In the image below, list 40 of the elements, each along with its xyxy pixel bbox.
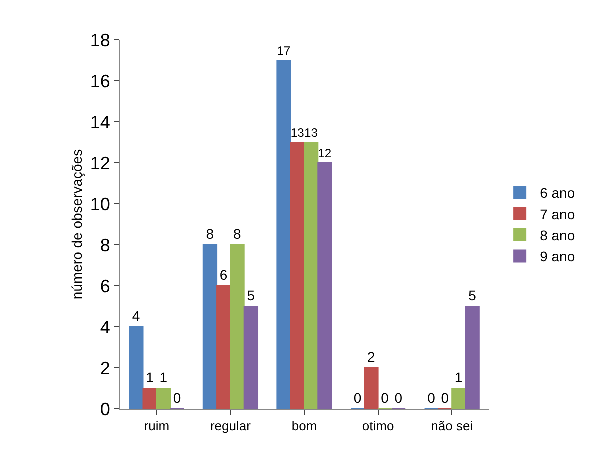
- data-label: 0: [428, 390, 436, 406]
- data-label: 8: [206, 226, 214, 242]
- data-label: 0: [354, 390, 362, 406]
- data-label: 17: [277, 44, 291, 58]
- data-label: 13: [290, 126, 305, 140]
- y-tick-label: 10: [90, 194, 110, 214]
- data-label: 0: [394, 390, 403, 406]
- x-tick-label: regular: [210, 418, 252, 434]
- data-label: 4: [132, 308, 140, 324]
- legend-label: 9 ano: [540, 248, 576, 265]
- data-label: 1: [146, 370, 154, 386]
- data-label: 0: [173, 390, 182, 406]
- data-label: 2: [367, 349, 376, 365]
- data-label: 5: [468, 288, 477, 304]
- x-tick-label: ruim: [144, 418, 170, 434]
- y-tick-label: 16: [90, 71, 110, 92]
- x-tick-label: otimo: [362, 418, 394, 434]
- y-tick-label: 14: [90, 112, 110, 132]
- x-tick-label: bom: [292, 418, 318, 434]
- data-label: 1: [454, 370, 463, 386]
- data-label: 13: [304, 126, 318, 140]
- legend-label: 8 ano: [540, 227, 576, 244]
- data-label: 12: [318, 146, 332, 160]
- data-label: 8: [234, 226, 242, 242]
- y-tick-label: 2: [100, 358, 110, 378]
- data-label: 5: [247, 288, 256, 304]
- y-tick-label: 18: [90, 30, 110, 50]
- x-tick-label: não sei: [431, 418, 474, 434]
- data-label: 0: [381, 390, 390, 406]
- y-tick-label: 4: [100, 317, 110, 338]
- legend-label: 7 ano: [540, 206, 576, 222]
- y-tick-label: 12: [90, 153, 110, 174]
- data-label: 1: [160, 370, 168, 386]
- y-tick-label: 6: [100, 276, 110, 296]
- y-axis-title: número de observações: [69, 149, 85, 300]
- y-tick-label: 8: [100, 235, 110, 256]
- legend-label: 6 ano: [540, 185, 576, 202]
- y-tick-label: 0: [100, 399, 110, 420]
- data-label: 0: [441, 390, 450, 406]
- data-label: 6: [220, 267, 228, 283]
